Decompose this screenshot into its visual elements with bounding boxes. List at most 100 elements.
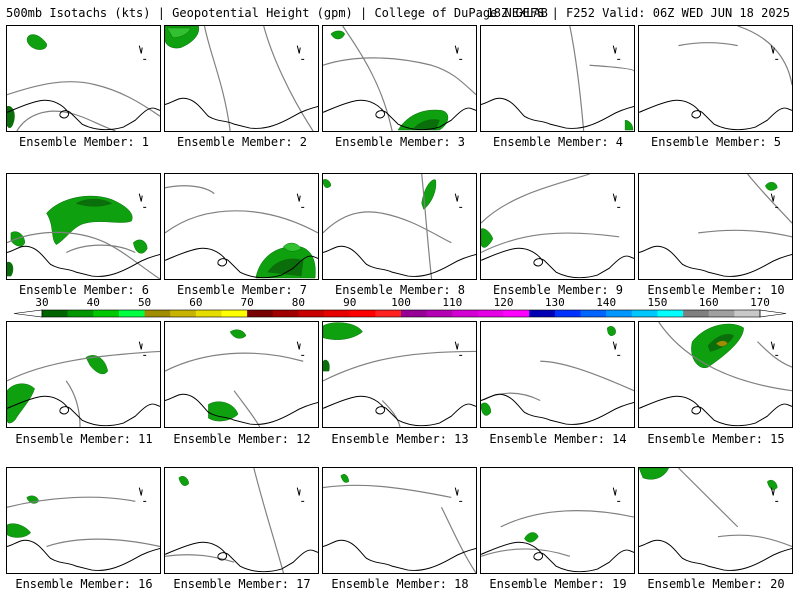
isotach-fill [524, 532, 539, 543]
isotach-fill [133, 239, 148, 254]
isotach-fill [413, 119, 440, 131]
height-contour [440, 506, 476, 573]
ensemble-map-panel [164, 25, 319, 132]
coastline [7, 99, 160, 131]
ensemble-map-panel [638, 173, 793, 280]
isotach-fill [323, 179, 332, 188]
colorbar-swatch [708, 310, 735, 317]
colorbar-swatch [118, 310, 145, 317]
ensemble-member-label: Ensemble Member: 7 [176, 283, 308, 297]
isotach-fill [166, 27, 192, 39]
coastline [165, 247, 318, 279]
island-outline [454, 487, 463, 502]
isotach-fill [178, 476, 189, 486]
coastline [639, 395, 792, 427]
ensemble-member-label: Ensemble Member: 4 [492, 135, 624, 149]
isotach-fill [323, 359, 330, 372]
ensemble-map-panel [164, 173, 319, 280]
coastline [639, 539, 792, 571]
map-plot [481, 174, 634, 279]
coastline [323, 99, 476, 131]
colorbar-swatch [195, 310, 222, 317]
island-outline [770, 487, 779, 502]
ensemble-map-panel [480, 321, 635, 428]
height-contour [658, 322, 792, 392]
height-contour [698, 229, 792, 238]
colorbar-swatch [503, 310, 530, 317]
colorbar-tick-label: 160 [699, 296, 719, 309]
map-plot [323, 174, 476, 279]
ensemble-member-label: Ensemble Member: 1 [18, 135, 150, 149]
ensemble-member-label: Ensemble Member: 10 [647, 283, 785, 297]
island-outline [296, 45, 305, 60]
ensemble-member-label: Ensemble Member: 3 [334, 135, 466, 149]
coastline [481, 97, 634, 129]
colorbar-tick-label: 80 [292, 296, 305, 309]
coastline [165, 393, 318, 425]
island-outline [138, 193, 147, 208]
isotach-fill [229, 329, 247, 339]
coastline [481, 247, 634, 279]
ensemble-map-panel [638, 321, 793, 428]
ensemble-map-panel [164, 321, 319, 428]
colorbar-tick-label: 50 [138, 296, 151, 309]
ensemble-map-panel [322, 321, 477, 428]
colorbar-swatch [477, 310, 504, 317]
island-outline [296, 341, 305, 356]
height-contour [678, 468, 739, 528]
colorbar-tick-label: 60 [189, 296, 202, 309]
isotach-fill [767, 479, 778, 490]
height-contour [7, 350, 160, 382]
ensemble-member-label: Ensemble Member: 20 [647, 577, 785, 591]
island-outline [770, 341, 779, 356]
map-plot [7, 341, 160, 427]
height-contour [203, 26, 231, 131]
map-plot [639, 468, 792, 571]
ensemble-map-panel [164, 467, 319, 574]
isotach-fill [421, 179, 437, 210]
height-contour [737, 26, 792, 85]
ensemble-map-panel [6, 173, 161, 280]
colorbar-swatch [93, 310, 120, 317]
height-contour [342, 26, 393, 131]
colorbar-swatch [554, 310, 581, 317]
isotach-fill [85, 355, 108, 375]
height-contour [7, 496, 136, 508]
isotach-fill [639, 468, 669, 480]
ensemble-map-panel [638, 25, 793, 132]
ensemble-member-label: Ensemble Member: 14 [489, 432, 627, 446]
colorbar-swatch [221, 310, 248, 317]
isotach-fill [267, 258, 304, 277]
chart-title: 500mb Isotachs (kts) | Geopotential Heig… [6, 6, 548, 20]
height-contour [165, 210, 318, 234]
isotach-fill [75, 198, 113, 207]
island-outline [454, 193, 463, 208]
height-contour [421, 174, 433, 279]
height-contour [323, 57, 476, 96]
colorbar-high-arrow [759, 309, 787, 318]
height-contour [589, 64, 634, 72]
map-plot [323, 322, 476, 427]
island-outline [296, 487, 305, 502]
colorbar-swatch [375, 310, 402, 317]
height-contour [46, 538, 160, 548]
ensemble-member-label: Ensemble Member: 9 [492, 283, 624, 297]
isotach-fill [715, 340, 729, 347]
colorbar-swatch [349, 310, 376, 317]
height-contour [500, 510, 634, 528]
coastline [7, 395, 160, 427]
island-outline [770, 193, 779, 208]
colorbar-swatch [580, 310, 607, 317]
colorbar-tick-label: 130 [545, 296, 565, 309]
isotach-fill [765, 182, 778, 191]
colorbar-swatch [144, 310, 171, 317]
colorbar-swatch [324, 310, 351, 317]
isotach-fill [340, 474, 349, 483]
island-outline [770, 45, 779, 60]
ensemble-member-label: Ensemble Member: 11 [15, 432, 153, 446]
height-contour [165, 554, 235, 563]
height-contour [165, 352, 304, 372]
coastline [7, 245, 160, 277]
height-contour [540, 360, 634, 392]
height-contour [747, 174, 792, 224]
